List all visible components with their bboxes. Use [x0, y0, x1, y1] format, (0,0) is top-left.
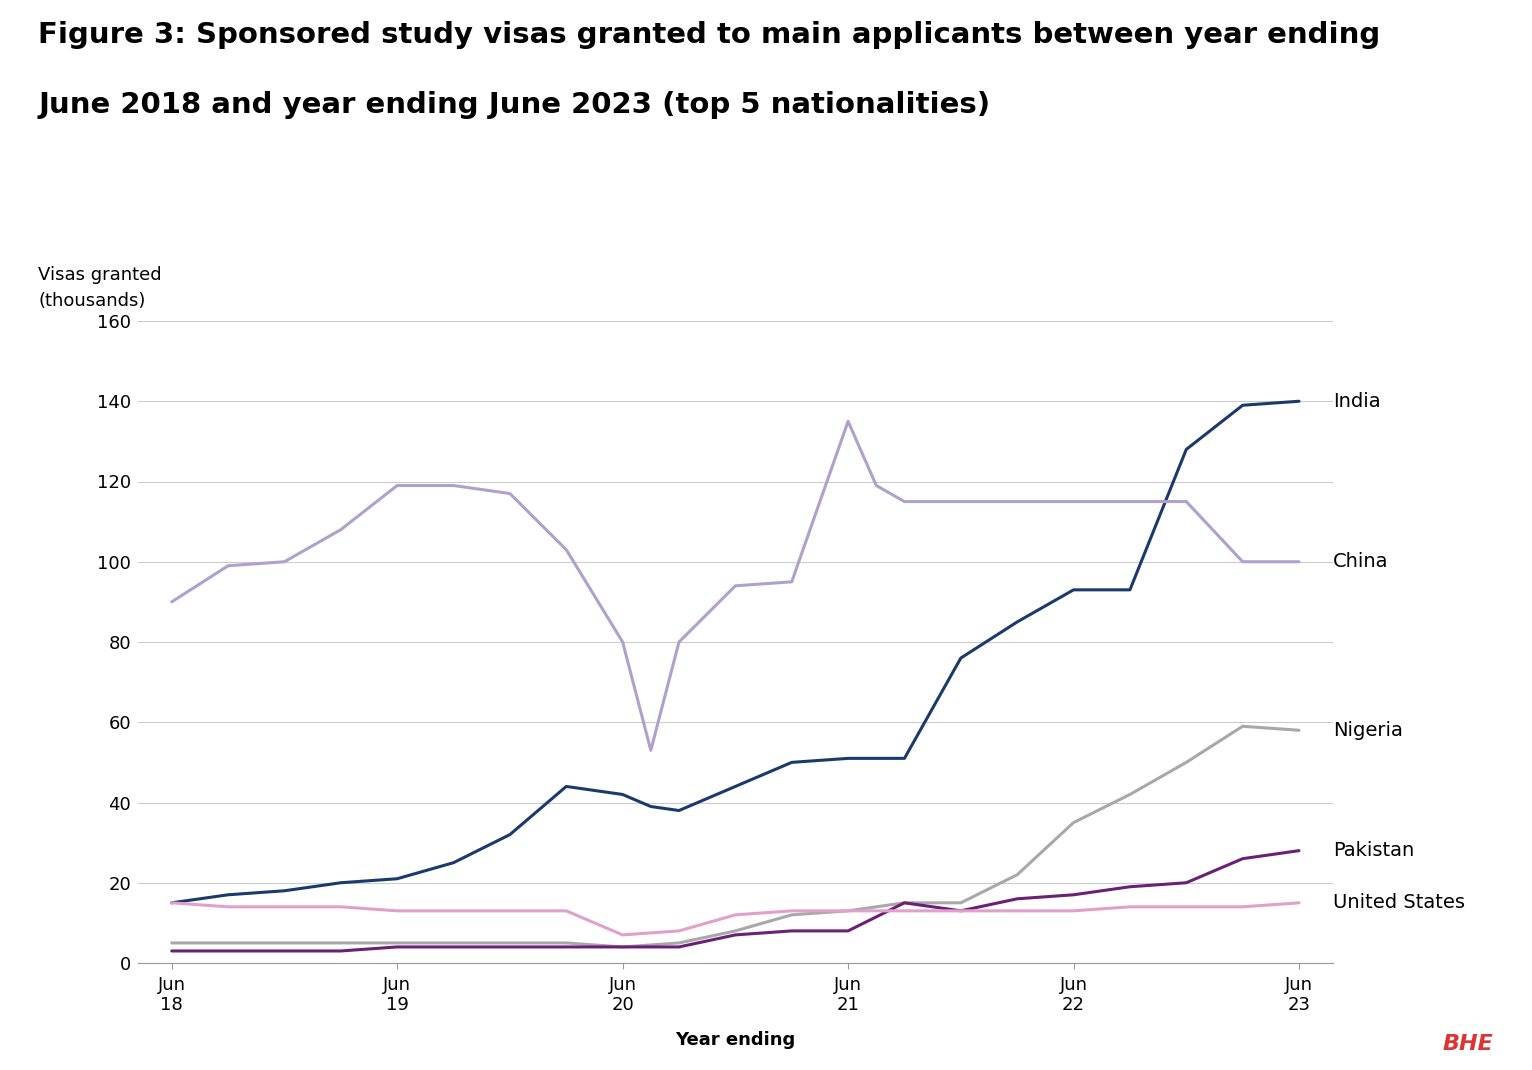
X-axis label: Year ending: Year ending [676, 1031, 795, 1049]
Text: Visas granted: Visas granted [38, 265, 162, 284]
Text: Nigeria: Nigeria [1333, 721, 1403, 739]
Text: United States: United States [1333, 893, 1465, 913]
Text: BHE: BHE [1443, 1034, 1494, 1054]
Text: (thousands): (thousands) [38, 292, 146, 310]
Text: Pakistan: Pakistan [1333, 841, 1414, 860]
Text: Figure 3: Sponsored study visas granted to main applicants between year ending: Figure 3: Sponsored study visas granted … [38, 21, 1380, 49]
Text: June 2018 and year ending June 2023 (top 5 nationalities): June 2018 and year ending June 2023 (top… [38, 91, 990, 119]
Text: India: India [1333, 392, 1380, 411]
Text: China: China [1333, 552, 1388, 571]
